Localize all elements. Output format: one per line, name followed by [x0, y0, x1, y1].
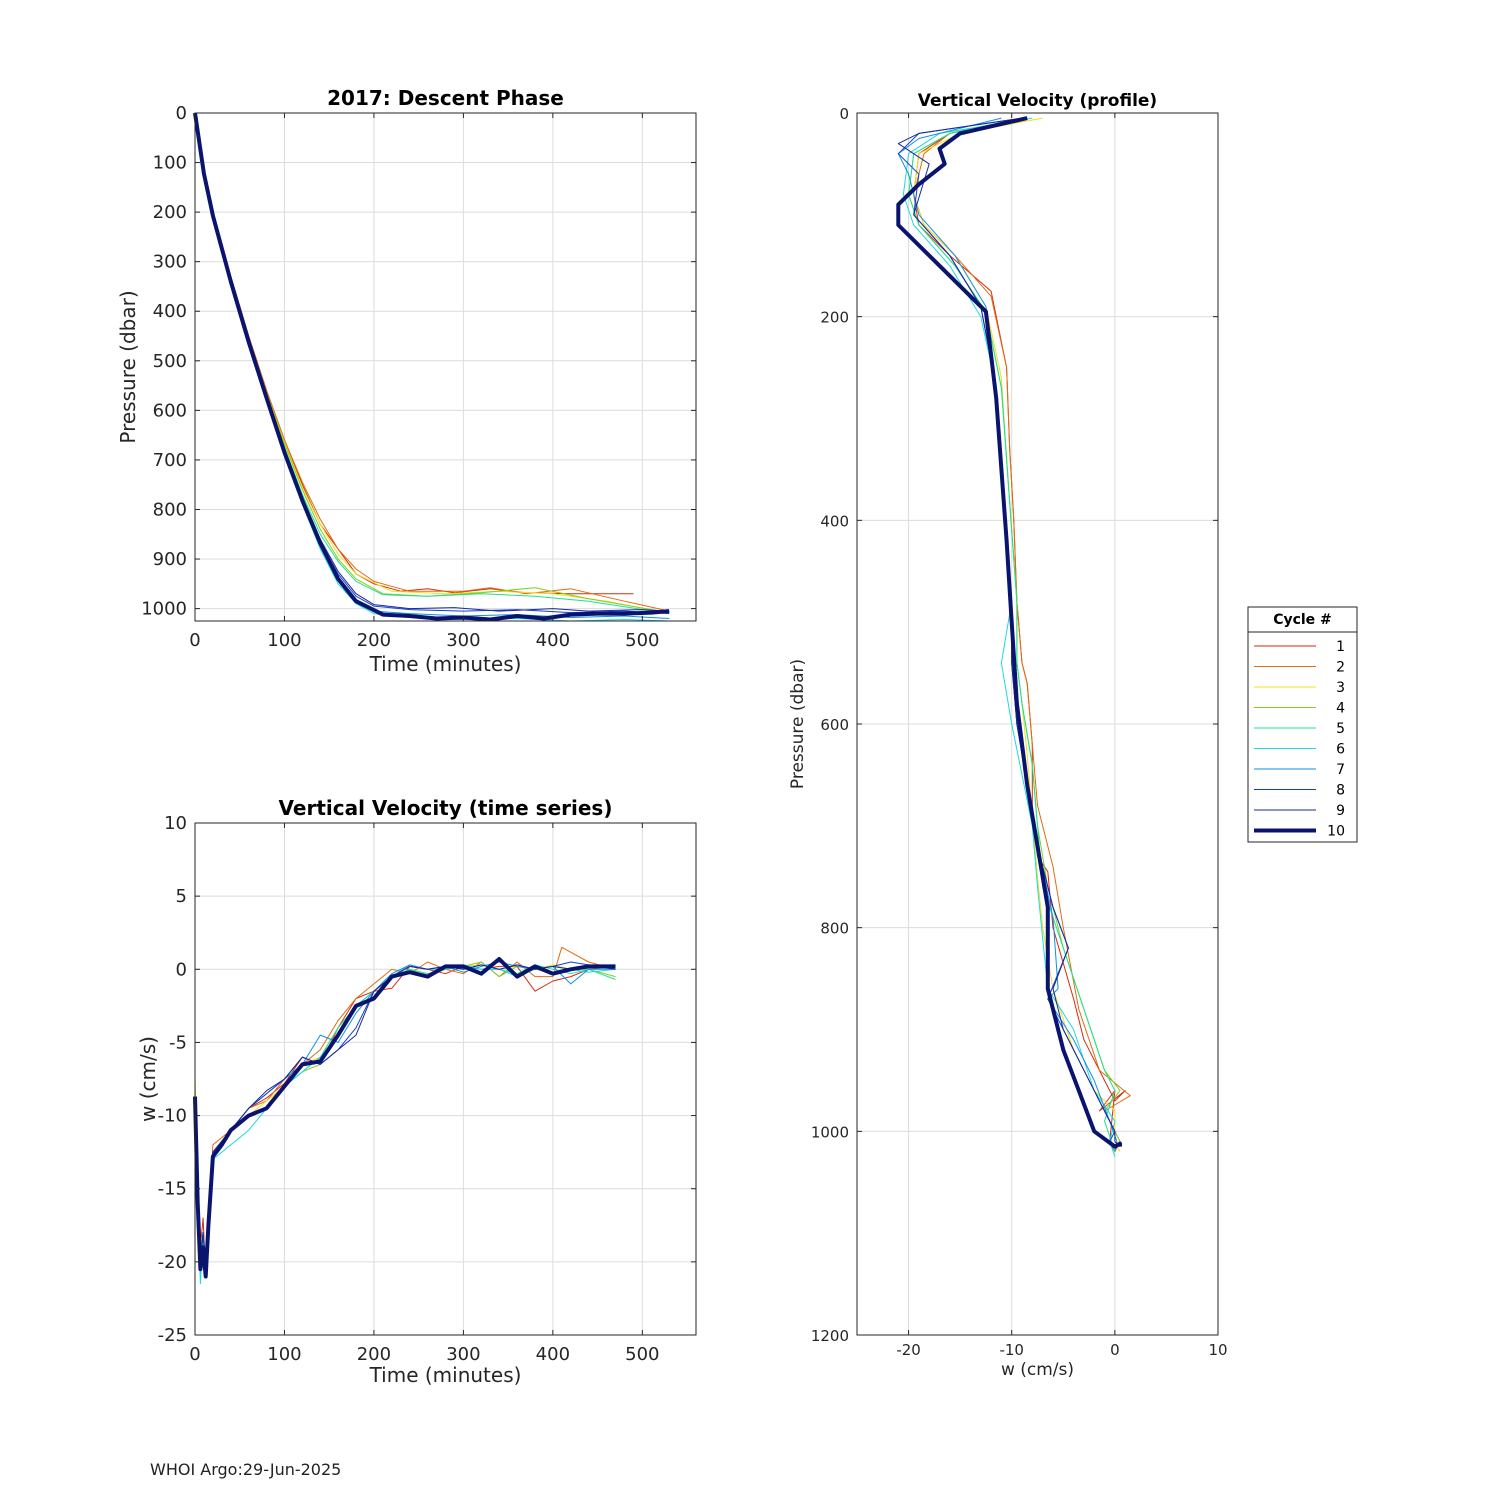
- profile-series-cycle-5: [908, 117, 1116, 1152]
- descent-title: 2017: Descent Phase: [327, 86, 564, 110]
- profile-ytick-label: 400: [820, 512, 849, 530]
- descent-phase-chart: 0 100 200 300 400 500 0 100 200 300 400 500 600 700 80…: [116, 86, 697, 676]
- legend-label-cycle-8: 8: [1336, 783, 1345, 799]
- descent-xtick-label: 200: [357, 630, 391, 651]
- timeseries-plot-area: [195, 823, 696, 1335]
- timeseries-xtick-label: 500: [625, 1344, 659, 1365]
- timeseries-series-cycle-10: [193, 957, 616, 1279]
- timeseries-ytick-label: -15: [158, 1179, 187, 1200]
- descent-xlabel: Time (minutes): [369, 652, 522, 676]
- legend-label-cycle-3: 3: [1336, 680, 1345, 696]
- profile-xtick-label: -20: [896, 1341, 921, 1359]
- descent-xtick-label: 400: [536, 630, 570, 651]
- legend-label-cycle-7: 7: [1336, 762, 1345, 778]
- legend-label-cycle-5: 5: [1336, 721, 1345, 737]
- profile-xtick-label: 10: [1208, 1341, 1227, 1359]
- timeseries-ytick-label: -25: [158, 1325, 187, 1346]
- timeseries-title: Vertical Velocity (time series): [279, 796, 613, 820]
- legend-label-cycle-6: 6: [1336, 742, 1345, 758]
- profile-ytick-label: 800: [820, 920, 849, 938]
- profile-ytick-label: 1200: [811, 1327, 849, 1345]
- timeseries-ytick-label: -20: [158, 1252, 187, 1273]
- profile-title: Vertical Velocity (profile): [918, 91, 1157, 111]
- legend-label-cycle-4: 4: [1336, 701, 1345, 717]
- profile-ytick-label: 600: [820, 716, 849, 734]
- legend-label-cycle-2: 2: [1336, 660, 1345, 676]
- timeseries-xtick-label: 100: [267, 1344, 301, 1365]
- descent-series-cycle-10: [193, 112, 670, 622]
- descent-axes-frame: [194, 112, 697, 622]
- legend-title: Cycle #: [1273, 612, 1332, 628]
- descent-ytick-label: 600: [153, 400, 187, 421]
- descent-ytick-label: 200: [153, 202, 187, 223]
- velocity-timeseries-chart: 0 100 200 300 400 500 10 5 0 -5 -10 -15 -20 -25 Verti…: [136, 796, 697, 1387]
- timeseries-xtick-label: 200: [357, 1344, 391, 1365]
- timeseries-xtick-label: 300: [446, 1344, 480, 1365]
- profile-xtick-label: -10: [999, 1341, 1024, 1359]
- profile-ytick-label: 0: [839, 105, 849, 123]
- legend-entries: 1 2 3 4 5 6 7 8 9 10: [1254, 639, 1345, 840]
- descent-xtick-label: 100: [267, 630, 301, 651]
- descent-ytick-label: 800: [153, 499, 187, 520]
- profile-axes-frame: [856, 112, 1219, 1336]
- descent-ytick-label: 0: [176, 103, 187, 124]
- descent-plot-area: [195, 113, 696, 621]
- timeseries-series-group: [193, 946, 616, 1285]
- timeseries-ytick-label: 0: [176, 959, 187, 980]
- timeseries-axes-frame: [194, 822, 697, 1336]
- profile-ytick-label: 1000: [811, 1123, 849, 1141]
- legend-label-cycle-9: 9: [1336, 803, 1345, 819]
- profile-series-cycle-10: [896, 116, 1122, 1149]
- timeseries-ylabel: w (cm/s): [136, 1036, 160, 1122]
- profile-series-group: [896, 116, 1131, 1157]
- timeseries-xtick-label: 400: [536, 1344, 570, 1365]
- profile-xlabel: w (cm/s): [1001, 1360, 1074, 1380]
- timeseries-ytick-label: 5: [176, 886, 187, 907]
- descent-series-group: [193, 112, 670, 622]
- timeseries-ytick-label: 10: [164, 813, 187, 834]
- timeseries-xlabel: Time (minutes): [369, 1363, 522, 1387]
- footer-credit: WHOI Argo:29-Jun-2025: [150, 1460, 342, 1479]
- descent-xtick-label: 300: [446, 630, 480, 651]
- descent-ytick-label: 900: [153, 549, 187, 570]
- descent-ytick-label: 1000: [141, 599, 187, 620]
- descent-ytick-label: 300: [153, 252, 187, 273]
- descent-ytick-label: 500: [153, 351, 187, 372]
- descent-ticks: 0 100 200 300 400 500 0 100 200 300 400 500 600 700 80…: [141, 103, 696, 651]
- profile-xtick-label: 0: [1110, 1341, 1120, 1359]
- timeseries-ticks: 0 100 200 300 400 500 10 5 0 -5 -10 -15 -20 -25: [158, 813, 696, 1365]
- descent-ytick-label: 400: [153, 301, 187, 322]
- descent-xtick-label: 500: [625, 630, 659, 651]
- descent-ytick-label: 100: [153, 153, 187, 174]
- timeseries-xtick-label: 0: [189, 1344, 200, 1365]
- descent-grid: [194, 112, 696, 621]
- descent-ylabel: Pressure (dbar): [116, 290, 140, 443]
- legend-label-cycle-10: 10: [1327, 824, 1345, 840]
- profile-ylabel: Pressure (dbar): [788, 659, 808, 789]
- timeseries-ytick-label: -10: [158, 1106, 187, 1127]
- cycle-legend: Cycle # 1 2 3 4 5 6 7 8 9 10: [1247, 606, 1358, 843]
- descent-ytick-label: 700: [153, 450, 187, 471]
- descent-xtick-label: 0: [189, 630, 200, 651]
- legend-label-cycle-1: 1: [1336, 639, 1345, 655]
- timeseries-ytick-label: -5: [169, 1032, 187, 1053]
- profile-ytick-label: 200: [820, 309, 849, 327]
